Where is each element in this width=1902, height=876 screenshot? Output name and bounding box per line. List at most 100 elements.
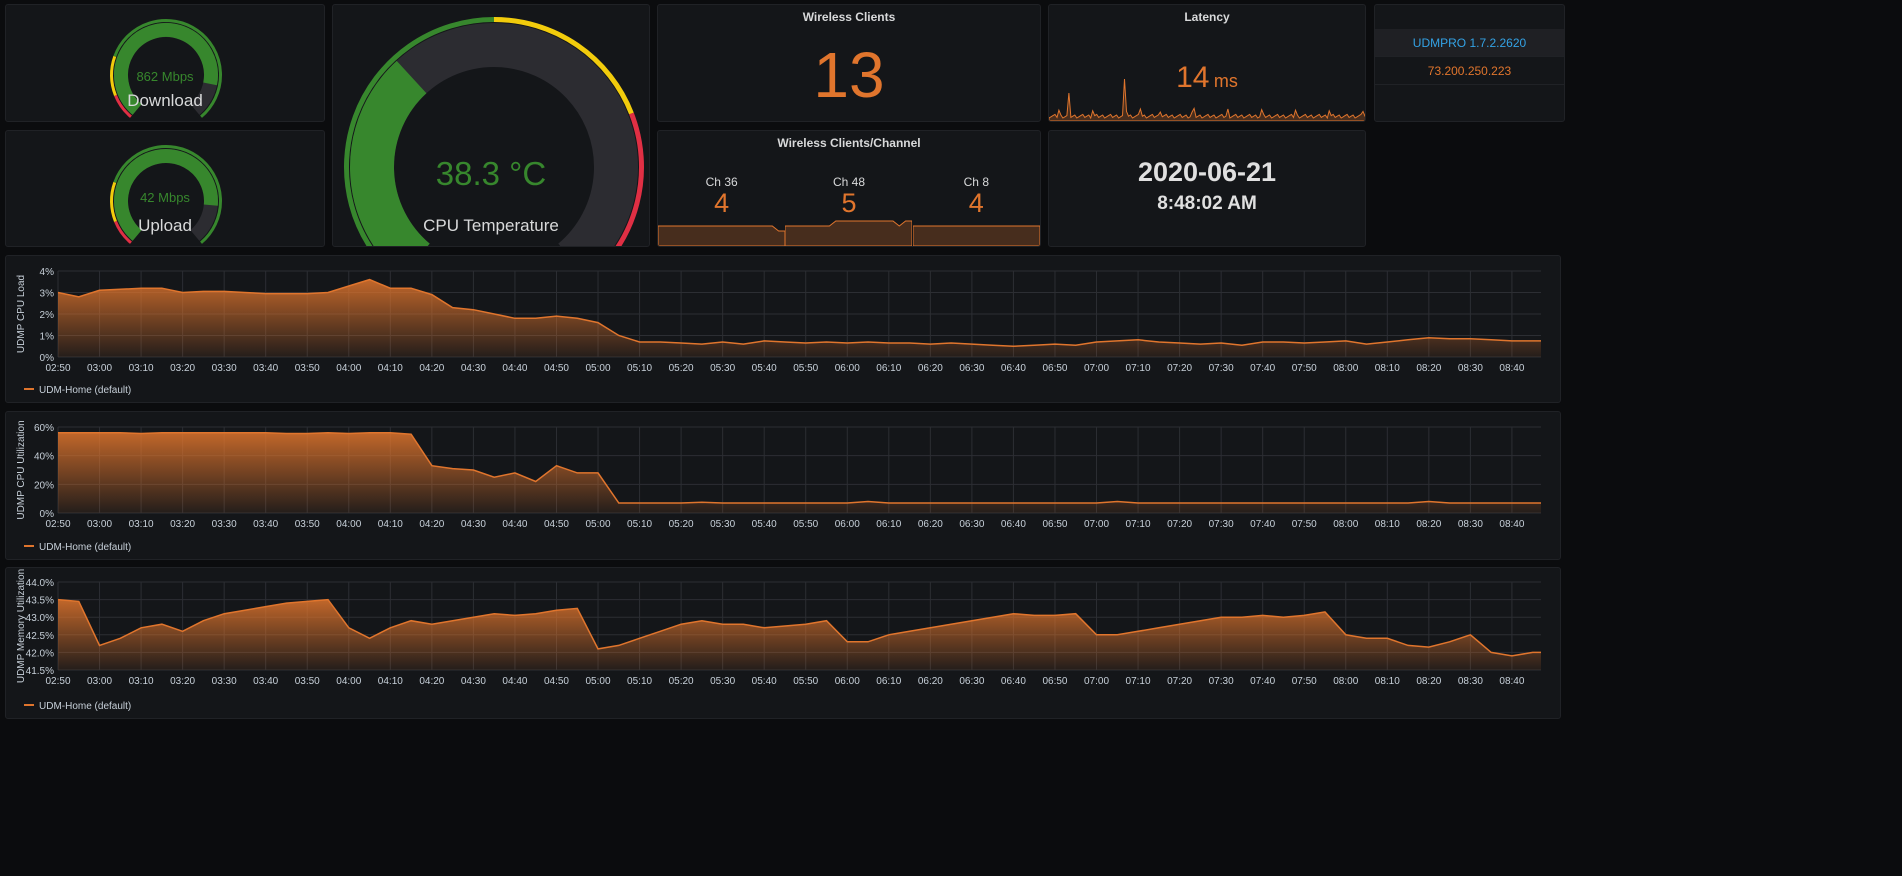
gauge-threshold-red (114, 94, 132, 118)
x-tick-label: 06:40 (1001, 519, 1026, 530)
upload-label: Upload (138, 216, 192, 235)
gauge-threshold-yellow (493, 17, 634, 115)
x-tick-label: 07:30 (1209, 519, 1234, 530)
upload-gauge (110, 145, 222, 244)
x-tick-label: 06:10 (876, 676, 901, 687)
x-tick-label: 07:20 (1167, 676, 1192, 687)
x-tick-label: 04:00 (336, 363, 361, 374)
x-tick-label: 03:50 (295, 519, 320, 530)
y-tick-label: 41.5% (26, 666, 54, 677)
gauge-threshold-green (113, 145, 222, 244)
x-tick-label: 03:20 (170, 519, 195, 530)
x-tick-label: 07:10 (1126, 363, 1151, 374)
x-tick-label: 04:50 (544, 519, 569, 530)
series-line (57, 278, 1541, 348)
x-tick-label: 04:00 (336, 676, 361, 687)
x-tick-label: 05:10 (627, 519, 652, 530)
x-tick-label: 05:10 (627, 363, 652, 374)
x-tick-label: 04:20 (419, 519, 444, 530)
memory-utilization-chart: 41.5% 42.0% 42.5% 43.0% 43.5% 44.0% 02:50 03:00… (16, 569, 1541, 712)
x-tick-label: 06:10 (876, 363, 901, 374)
series-area (58, 279, 1541, 357)
latency-unit: ms (1213, 71, 1238, 91)
device-info-panel: UDMPRO 1.7.2.2620 73.200.250.223 (1374, 4, 1565, 122)
gauge-threshold-red (615, 112, 644, 246)
x-tick-label: 07:10 (1126, 519, 1151, 530)
channel-value: 4 (968, 188, 984, 218)
x-tick-label: 05:00 (586, 676, 611, 687)
series-area (58, 432, 1541, 513)
x-tick-label: 05:20 (669, 519, 694, 530)
y-tick-label: 42.0% (26, 648, 54, 659)
x-tick-label: 06:30 (959, 676, 984, 687)
channel-stat: Ch 36 4 (658, 175, 785, 246)
x-tick-label: 08:30 (1458, 363, 1483, 374)
x-tick-label: 03:00 (87, 519, 112, 530)
upload-panel: 42 Mbps Upload (5, 130, 325, 247)
x-tick-label: 08:40 (1499, 363, 1524, 374)
x-tick-label: 03:50 (295, 363, 320, 374)
x-tick-label: 05:20 (669, 363, 694, 374)
x-tick-label: 06:00 (835, 363, 860, 374)
x-tick-label: 07:00 (1084, 676, 1109, 687)
x-tick-label: 06:20 (918, 676, 943, 687)
channel-label: Ch 36 (705, 175, 738, 189)
x-tick-label: 03:20 (170, 676, 195, 687)
x-tick-label: 04:30 (461, 676, 486, 687)
gauge-threshold-yellow (110, 55, 117, 96)
y-tick-label: 2% (40, 310, 55, 321)
latency-sparkline (1049, 78, 1365, 121)
channel-value: 5 (841, 188, 857, 218)
channel-spark-line (785, 220, 913, 246)
x-tick-label: 06:00 (835, 676, 860, 687)
x-tick-label: 02:50 (45, 676, 70, 687)
channel-spark-line (658, 225, 785, 246)
gauge-value-arc (114, 23, 218, 115)
y-tick-label: 42.5% (26, 631, 54, 642)
x-tick-label: 04:20 (419, 676, 444, 687)
x-tick-label: 07:10 (1126, 676, 1151, 687)
x-tick-label: 05:50 (793, 363, 818, 374)
x-tick-label: 06:30 (959, 519, 984, 530)
x-tick-label: 04:10 (378, 363, 403, 374)
latency-spark-line (1049, 78, 1365, 121)
y-tick-label: 1% (40, 332, 55, 343)
x-tick-label: 06:50 (1042, 676, 1067, 687)
x-tick-label: 07:40 (1250, 363, 1275, 374)
y-axis-label: UDMP CPU Utilization (16, 420, 27, 519)
y-tick-label: 0% (40, 353, 55, 364)
x-tick-label: 03:10 (129, 363, 154, 374)
x-tick-label: 04:10 (378, 676, 403, 687)
y-tick-label: 4% (40, 267, 55, 278)
x-tick-label: 08:10 (1375, 676, 1400, 687)
x-tick-label: 07:30 (1209, 363, 1234, 374)
x-tick-label: 03:30 (212, 519, 237, 530)
device-version: UDMPRO 1.7.2.2620 (1375, 29, 1564, 57)
cpu-load-chart: 0% 1% 2% 3% 4% 02:50 03:00 03:10 03:20 03:30 03:40… (16, 267, 1541, 396)
x-tick-label: 04:50 (544, 676, 569, 687)
x-tick-label: 05:00 (586, 363, 611, 374)
y-tick-label: 20% (34, 480, 54, 491)
channel-stat: Ch 48 5 (785, 175, 913, 246)
cpu-temperature-panel: 38.3 °C CPU Temperature (332, 4, 650, 247)
wireless-clients-title: Wireless Clients (802, 10, 896, 24)
x-tick-label: 04:00 (336, 519, 361, 530)
wireless-clients-channel-panel: Wireless Clients/Channel Ch 36 4 Ch 48 5 Ch … (657, 130, 1041, 247)
y-axis-label: UDMP Memory Utilization (16, 569, 27, 683)
x-tick-label: 08:30 (1458, 519, 1483, 530)
x-tick-label: 04:30 (461, 519, 486, 530)
channel-value: 4 (714, 188, 730, 218)
channel-label: Ch 8 (963, 175, 989, 189)
x-tick-label: 03:10 (129, 676, 154, 687)
x-tick-label: 03:40 (253, 519, 278, 530)
wireless-clients-panel: Wireless Clients 13 (657, 4, 1041, 122)
channel-sparkline (785, 220, 913, 246)
gauge-value-arc (114, 149, 218, 241)
x-tick-label: 08:20 (1416, 676, 1441, 687)
device-ip: 73.200.250.223 (1375, 57, 1564, 85)
x-tick-label: 03:40 (253, 676, 278, 687)
x-tick-label: 03:10 (129, 519, 154, 530)
latency-panel: Latency 14 ms (1048, 4, 1366, 122)
cpu-utilization-chart: 0% 20% 40% 60% 02:50 03:00 03:10 03:20 03:30 03:4… (16, 420, 1541, 553)
channel-spark-line (912, 225, 1040, 246)
